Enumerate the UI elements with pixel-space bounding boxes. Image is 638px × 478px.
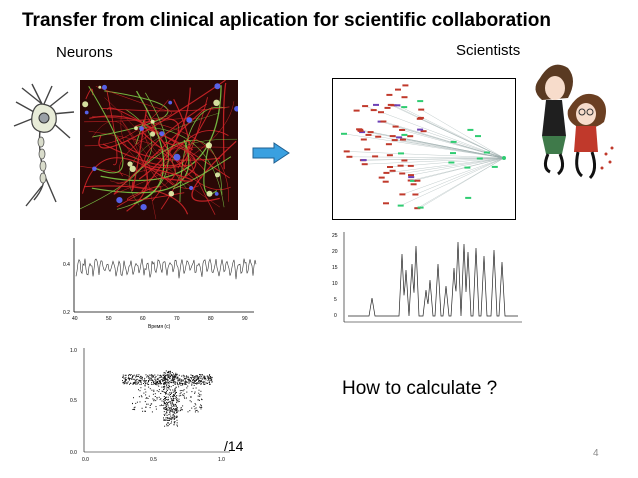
y-tick-1: 0.2 [63,310,70,316]
y-tick-2: 0.0 [70,450,77,456]
page-number: 4 [593,448,599,459]
neurons-label: Neurons [56,44,113,61]
neuron-drawing-icon [13,83,75,207]
calcium-trace-left: 0.4 0.2 40 50 60 70 80 90 Время (с) [63,238,257,330]
scientists-label: Scientists [456,42,521,59]
x-tick-3: 70 [174,316,180,322]
trace-line [75,258,257,280]
calcium-trace-right: 25 20 15 10 5 0 [332,232,522,323]
x-tick-1: 0.5 [150,457,157,463]
right-arrow-icon [252,142,290,164]
y-tick-1: 0.5 [70,398,77,404]
y-tick-5: 0 [334,313,337,319]
y-tick-3: 10 [332,281,338,287]
y-tick-0: 1.0 [70,348,77,354]
x-tick-0: 0.0 [82,457,89,463]
x-tick-0: 40 [72,316,78,322]
trace-line [348,241,518,317]
x-tick-5: 90 [242,316,248,322]
y-tick-2: 15 [332,265,338,271]
question-text: How to calculate ? [342,378,498,399]
scientists-cartoon-icon [535,64,614,180]
x-tick-4: 80 [208,316,214,322]
x-axis-label: Время (с) [148,324,171,330]
x-tick-2: 60 [140,316,146,322]
network-diagram [332,78,516,220]
y-tick-1: 20 [332,249,338,255]
y-tick-4: 5 [334,297,337,303]
y-tick-0: 0.4 [63,262,70,268]
slide-title: Transfer from clinical aplication for sc… [22,10,551,31]
scatter-plot: 1.0 0.5 0.0 0.0 0.5 1.0 [70,348,230,463]
x-tick-1: 50 [106,316,112,322]
slide-reference: /14 [224,438,244,454]
x-tick-2: 1.0 [218,457,225,463]
y-tick-0: 25 [332,233,338,239]
neuron-micrograph [80,80,238,220]
